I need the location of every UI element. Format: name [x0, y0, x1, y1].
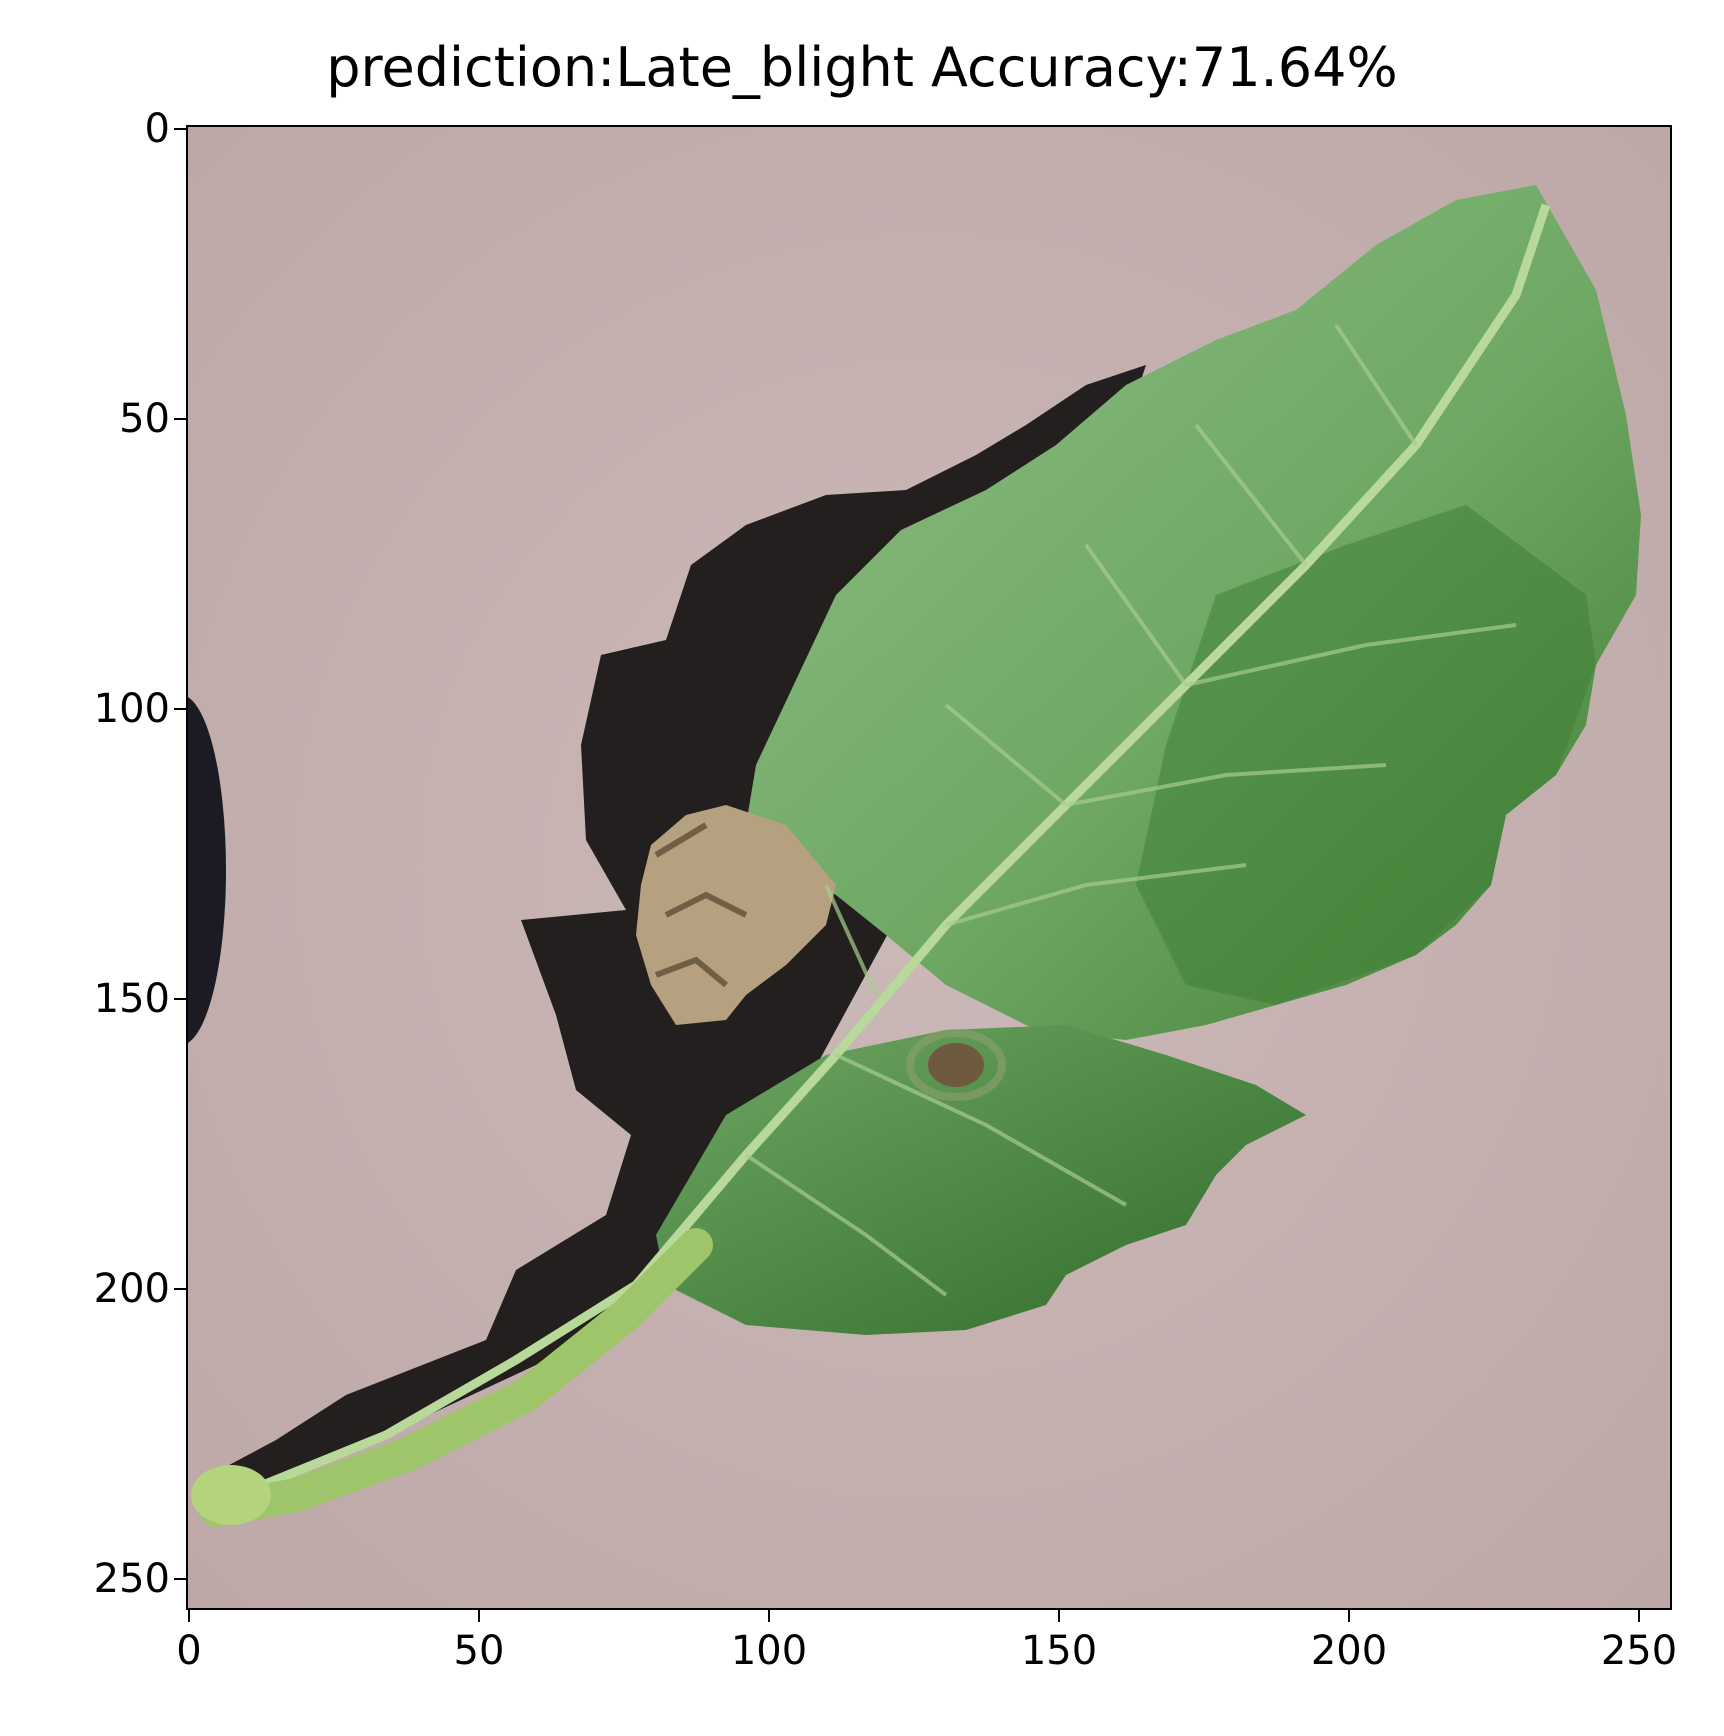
y-tick-label: 200	[93, 1266, 170, 1312]
image-area	[186, 125, 1672, 1610]
x-tick-mark	[1058, 1610, 1060, 1622]
y-tick-mark	[174, 128, 186, 130]
x-tick-label: 0	[176, 1628, 202, 1674]
leaf-spot-halo	[906, 1029, 1006, 1101]
x-tick-mark	[478, 1610, 480, 1622]
y-tick-mark	[174, 708, 186, 710]
stem-end	[191, 1465, 271, 1525]
y-tick-label: 250	[93, 1556, 170, 1602]
x-tick-label: 200	[1310, 1628, 1388, 1674]
leaf-stem	[199, 1228, 713, 1527]
lesion-edge	[654, 822, 748, 988]
y-tick-mark	[174, 1288, 186, 1290]
x-tick-mark	[1348, 1610, 1350, 1622]
x-tick-mark	[1638, 1610, 1640, 1622]
x-tick-label: 100	[730, 1628, 808, 1674]
leaf-spot	[928, 1043, 984, 1087]
x-tick-label: 150	[1020, 1628, 1098, 1674]
blight-lesion	[636, 805, 836, 1025]
x-tick-mark	[188, 1610, 190, 1622]
y-tick-label: 150	[93, 976, 170, 1022]
dark-object-left	[186, 696, 226, 1044]
x-tick-label: 50	[453, 1628, 505, 1674]
x-tick-label: 250	[1600, 1628, 1678, 1674]
y-tick-mark	[174, 418, 186, 420]
y-tick-mark	[174, 998, 186, 1000]
x-tick-mark	[768, 1610, 770, 1622]
lower-leaf-lobe	[656, 1025, 1306, 1335]
y-tick-label: 100	[93, 686, 170, 732]
y-tick-label: 0	[144, 106, 170, 152]
leaf-photo	[186, 125, 1672, 1610]
plot-title: prediction:Late_blight Accuracy:71.64%	[326, 36, 1398, 99]
y-tick-label: 50	[119, 396, 170, 442]
y-tick-mark	[174, 1578, 186, 1580]
leaf-veins	[744, 323, 1517, 1297]
